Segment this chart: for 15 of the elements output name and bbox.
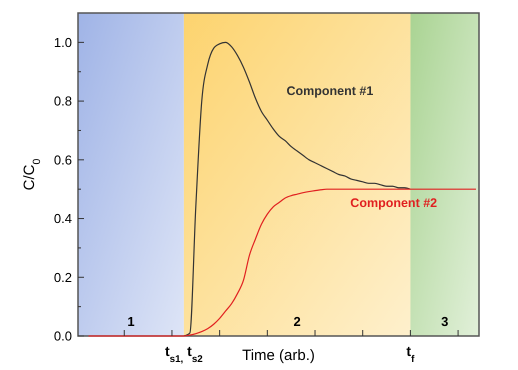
y-tick-label: 0.6 [54,152,72,168]
text: Component #1 [286,84,374,98]
y-tick-label: 0.0 [54,328,72,344]
x-tick-label: t$_{s1,}$ t$_{s2}$ [164,343,204,364]
series-label: Component #2 [350,196,438,210]
x-tick-label: t$_{f}$ [406,343,416,364]
y-tick-label: 0.4 [54,211,72,226]
y-tick-label: 1.0 [54,34,72,50]
y-tick-label: 0.8 [54,94,72,109]
y-tick-label: 0.2 [54,270,72,285]
band-label: 2 [294,314,301,329]
annotation: 1 [127,314,135,329]
x-axis-title: Time (arb.) [242,347,315,364]
annotation: 3 [441,314,448,329]
line-series [88,188,477,337]
